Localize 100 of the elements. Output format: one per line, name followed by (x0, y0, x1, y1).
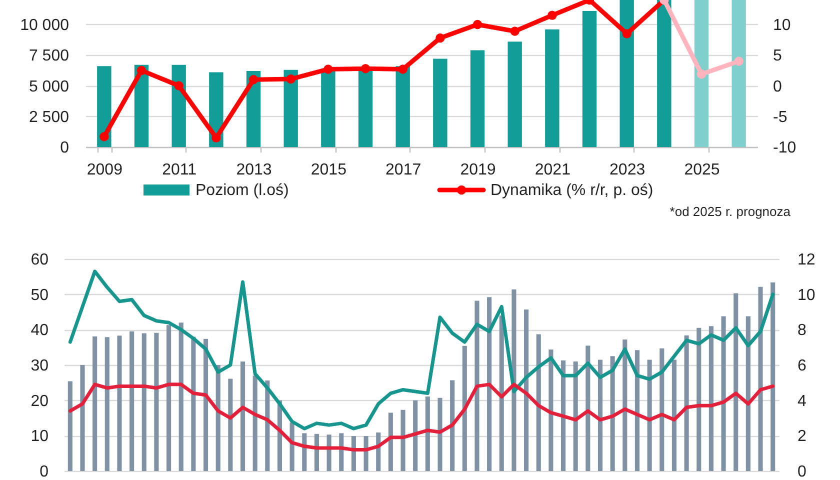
bar (758, 286, 763, 471)
y-tick-label: 50 (30, 286, 49, 304)
y2-tick-label: 0 (798, 464, 806, 480)
point (174, 81, 184, 90)
bar (573, 361, 578, 471)
point (622, 29, 632, 38)
point (696, 70, 706, 79)
bar (166, 325, 172, 471)
bar (732, 0, 746, 147)
point (510, 26, 520, 36)
line-series (68, 270, 775, 430)
bar (657, 0, 672, 147)
bar (746, 316, 750, 471)
x-tick-label: 2023 (610, 162, 646, 178)
point (548, 10, 557, 20)
x-tick-label: 2009 (86, 162, 123, 178)
bar (696, 328, 702, 471)
bar (450, 380, 455, 471)
bar (252, 376, 258, 471)
bar (536, 334, 541, 471)
point (436, 33, 445, 43)
y2-tick-label: 4 (798, 392, 806, 410)
bar (474, 300, 480, 471)
y-tick-label: 10 (30, 428, 49, 446)
point (248, 75, 258, 84)
bar (339, 433, 344, 471)
bar (610, 356, 615, 471)
bar (97, 66, 112, 147)
bar (499, 316, 504, 471)
x-tick-label: 2013 (236, 162, 272, 178)
bar (672, 360, 676, 471)
x-tick-label: 2011 (162, 162, 197, 178)
bar (425, 396, 430, 471)
bar (582, 11, 597, 147)
y2-tick-label: 8 (798, 322, 806, 340)
y2-tick-label: -10 (773, 140, 796, 156)
point (472, 20, 482, 30)
bar (438, 398, 442, 471)
point (100, 132, 109, 142)
bar (620, 0, 634, 147)
bar (548, 349, 554, 471)
bar (622, 340, 628, 471)
bar (770, 282, 776, 471)
point (324, 64, 333, 74)
bar (117, 336, 122, 471)
y2-tick-label: 6 (798, 358, 806, 374)
y2-tick-label: 10 (773, 17, 791, 34)
bar (92, 336, 98, 471)
bar (647, 360, 652, 471)
point (360, 64, 370, 74)
y2-tick-label: 5 (773, 48, 782, 65)
bar (178, 322, 184, 471)
bar (172, 64, 186, 147)
y-tick-label: 2 500 (28, 108, 70, 126)
x-tick-label: 2015 (310, 162, 347, 178)
bar (734, 293, 738, 471)
bar (598, 360, 603, 471)
bar (284, 70, 298, 147)
legend-label: Dynamika (% r/r, p. oś) (490, 182, 654, 199)
point (136, 66, 146, 76)
y-tick-label: 10 000 (20, 17, 70, 34)
bar (142, 333, 146, 471)
bar (634, 350, 640, 471)
bar (512, 289, 516, 471)
line-series (68, 382, 775, 452)
y2-tick-label: 12 (798, 252, 816, 268)
bar (240, 361, 246, 471)
y-tick-label: 40 (30, 322, 49, 340)
x-tick-label: 2019 (460, 162, 496, 178)
bar (388, 412, 393, 471)
y-tick-label: 20 (30, 392, 49, 410)
bar (560, 360, 566, 471)
bar (545, 29, 560, 147)
x-tick-label: 2025 (684, 162, 720, 178)
bar (191, 336, 196, 471)
bar (396, 66, 410, 147)
bar (470, 50, 485, 147)
text: *od 2025 r. prognoza (670, 204, 792, 219)
bar (694, 0, 709, 147)
point (734, 56, 744, 66)
bar (400, 410, 406, 471)
x-tick-label: 2017 (386, 162, 422, 178)
y-tick-label: 7 500 (28, 48, 70, 65)
bar (487, 297, 492, 471)
y2-tick-label: 10 (798, 286, 816, 304)
y-tick-label: 30 (30, 358, 49, 374)
y-tick-label: 60 (30, 252, 49, 268)
bar (586, 346, 590, 471)
bar (68, 381, 72, 471)
y2-tick-label: 2 (798, 428, 806, 446)
bar (321, 68, 336, 147)
bar (660, 348, 664, 471)
bar (203, 338, 208, 471)
legend-label: Poziom (l.oś) (196, 182, 289, 199)
bar (708, 326, 714, 471)
point (212, 133, 221, 142)
bar (154, 332, 159, 471)
bar (721, 316, 726, 471)
bar (413, 400, 418, 471)
bar (524, 310, 529, 471)
